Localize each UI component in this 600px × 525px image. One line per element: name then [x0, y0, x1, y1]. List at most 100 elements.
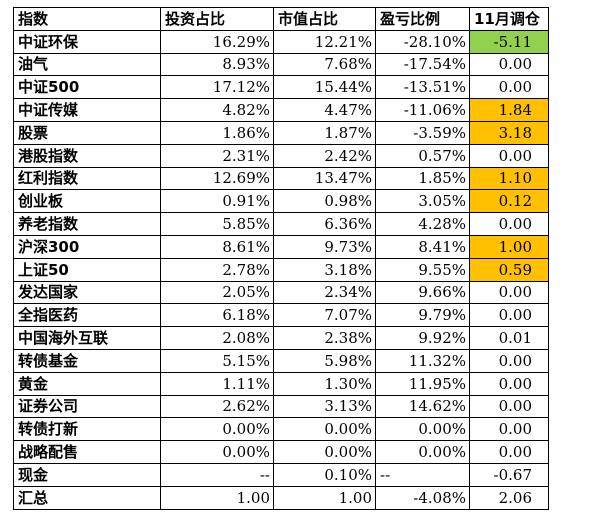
pnl-ratio-cell: 9.55%	[375, 257, 470, 282]
table-body: 中证环保 16.29% 12.21% -28.10% -5.11 油气 8.93% 7.68%…	[13, 29, 549, 510]
index-name-cell: 股票	[13, 120, 161, 145]
pnl-ratio-cell: -17.54%	[375, 52, 470, 77]
invest-ratio-cell: 5.85%	[160, 212, 274, 236]
market-ratio-cell: 1.00	[273, 485, 376, 510]
nov-adjust-cell: 3.18	[469, 120, 549, 145]
index-name-cell: 汇总	[13, 485, 161, 510]
market-ratio-cell: 7.68%	[273, 52, 376, 77]
market-ratio-cell: 0.98%	[273, 189, 376, 214]
index-name-cell: 港股指数	[13, 143, 161, 168]
table-row: 全指医药 6.18% 7.07% 9.79% 0.00	[13, 303, 549, 328]
pnl-ratio-cell: 8.41%	[375, 234, 470, 259]
market-ratio-cell: 5.98%	[273, 348, 376, 373]
nov-adjust-cell: 0.00	[469, 212, 549, 236]
header-index: 指数	[13, 7, 161, 31]
index-name-cell: 转债基金	[13, 348, 161, 373]
table-row: 沪深300 8.61% 9.73% 8.41% 1.00	[13, 234, 549, 259]
table-row: 现金 -- 0.10% -- -0.67	[13, 462, 549, 487]
table-row: 中证500 17.12% 15.44% -13.51% 0.00	[13, 75, 549, 100]
invest-ratio-cell: 0.91%	[160, 189, 274, 214]
table-row: 发达国家 2.05% 2.34% 9.66% 0.00	[13, 280, 549, 305]
table-header: 指数 投资占比 市值占比 盈亏比例 11月调仓	[13, 7, 549, 31]
index-name-cell: 沪深300	[13, 234, 161, 259]
invest-ratio-cell: 8.61%	[160, 234, 274, 259]
header-nov-adjust: 11月调仓	[469, 7, 549, 31]
pnl-ratio-cell: -3.59%	[375, 120, 470, 145]
pnl-ratio-cell: 0.00%	[375, 440, 470, 464]
pnl-ratio-cell: 11.95%	[375, 371, 470, 396]
index-name-cell: 转债打新	[13, 417, 161, 442]
nov-adjust-cell: 0.00	[469, 417, 549, 442]
index-name-cell: 中国海外互联	[13, 326, 161, 350]
market-ratio-cell: 2.34%	[273, 280, 376, 305]
table-row: 黄金 1.11% 1.30% 11.95% 0.00	[13, 371, 549, 396]
invest-ratio-cell: 1.11%	[160, 371, 274, 396]
index-name-cell: 创业板	[13, 189, 161, 214]
market-ratio-cell: 6.36%	[273, 212, 376, 236]
table-row: 战略配售 0.00% 0.00% 0.00% 0.00	[13, 440, 549, 464]
table-row: 转债打新 0.00% 0.00% 0.00% 0.00	[13, 417, 549, 442]
index-name-cell: 油气	[13, 52, 161, 77]
nov-adjust-cell: 0.00	[469, 303, 549, 328]
table-row: 中证环保 16.29% 12.21% -28.10% -5.11	[13, 29, 549, 54]
invest-ratio-cell: 2.05%	[160, 280, 274, 305]
nov-adjust-cell: 0.00	[469, 75, 549, 100]
table-row: 养老指数 5.85% 6.36% 4.28% 0.00	[13, 212, 549, 236]
nov-adjust-cell: 0.00	[469, 348, 549, 373]
index-name-cell: 现金	[13, 462, 161, 487]
nov-adjust-cell: 1.84	[469, 98, 549, 122]
pnl-ratio-cell: 1.85%	[375, 166, 470, 191]
nov-adjust-cell: 0.59	[469, 257, 549, 282]
table-row: 上证50 2.78% 3.18% 9.55% 0.59	[13, 257, 549, 282]
table-row: 转债基金 5.15% 5.98% 11.32% 0.00	[13, 348, 549, 373]
market-ratio-cell: 15.44%	[273, 75, 376, 100]
pnl-ratio-cell: -28.10%	[375, 29, 470, 54]
invest-ratio-cell: 4.82%	[160, 98, 274, 122]
market-ratio-cell: 4.47%	[273, 98, 376, 122]
table-row: 油气 8.93% 7.68% -17.54% 0.00	[13, 52, 549, 77]
market-ratio-cell: 2.38%	[273, 326, 376, 350]
market-ratio-cell: 2.42%	[273, 143, 376, 168]
pnl-ratio-cell: -4.08%	[375, 485, 470, 510]
invest-ratio-cell: 2.62%	[160, 394, 274, 419]
invest-ratio-cell: 2.08%	[160, 326, 274, 350]
market-ratio-cell: 1.30%	[273, 371, 376, 396]
nov-adjust-cell: 0.00	[469, 143, 549, 168]
index-name-cell: 养老指数	[13, 212, 161, 236]
nov-adjust-cell: 1.00	[469, 234, 549, 259]
table-row: 红利指数 12.69% 13.47% 1.85% 1.10	[13, 166, 549, 191]
nov-adjust-cell: 0.00	[469, 440, 549, 464]
pnl-ratio-cell: 9.66%	[375, 280, 470, 305]
market-ratio-cell: 0.10%	[273, 462, 376, 487]
header-pnl-ratio: 盈亏比例	[375, 7, 470, 31]
invest-ratio-cell: 6.18%	[160, 303, 274, 328]
nov-adjust-cell: 0.00	[469, 371, 549, 396]
index-name-cell: 中证传媒	[13, 98, 161, 122]
invest-ratio-cell: 16.29%	[160, 29, 274, 54]
market-ratio-cell: 3.13%	[273, 394, 376, 419]
pnl-ratio-cell: -13.51%	[375, 75, 470, 100]
pnl-ratio-cell: 0.57%	[375, 143, 470, 168]
nov-adjust-cell: -0.67	[469, 462, 549, 487]
invest-ratio-cell: 0.00%	[160, 417, 274, 442]
invest-ratio-cell: 2.78%	[160, 257, 274, 282]
invest-ratio-cell: 12.69%	[160, 166, 274, 191]
table-row: 中国海外互联 2.08% 2.38% 9.92% 0.01	[13, 326, 549, 350]
invest-ratio-cell: 5.15%	[160, 348, 274, 373]
nov-adjust-cell: 0.00	[469, 394, 549, 419]
market-ratio-cell: 0.00%	[273, 417, 376, 442]
pnl-ratio-cell: 9.79%	[375, 303, 470, 328]
invest-ratio-cell: 17.12%	[160, 75, 274, 100]
index-name-cell: 中证环保	[13, 29, 161, 54]
market-ratio-cell: 12.21%	[273, 29, 376, 54]
invest-ratio-cell: 1.86%	[160, 120, 274, 145]
market-ratio-cell: 9.73%	[273, 234, 376, 259]
table-row: 创业板 0.91% 0.98% 3.05% 0.12	[13, 189, 549, 214]
market-ratio-cell: 3.18%	[273, 257, 376, 282]
invest-ratio-cell: 8.93%	[160, 52, 274, 77]
allocation-table: 指数 投资占比 市值占比 盈亏比例 11月调仓 中证环保 16.29% 12.21%…	[13, 7, 549, 510]
table-row: 证券公司 2.62% 3.13% 14.62% 0.00	[13, 394, 549, 419]
index-name-cell: 中证500	[13, 75, 161, 100]
nov-adjust-cell: 1.10	[469, 166, 549, 191]
invest-ratio-cell: 2.31%	[160, 143, 274, 168]
